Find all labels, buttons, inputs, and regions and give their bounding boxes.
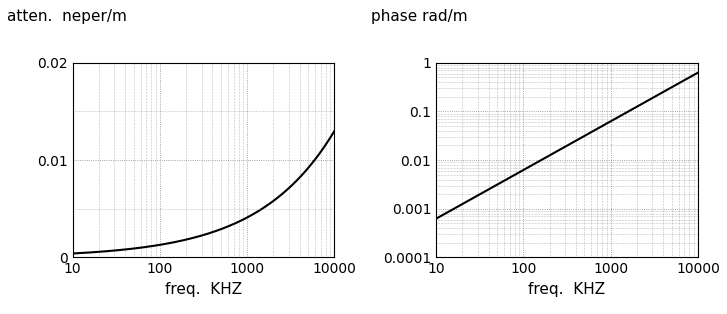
Text: phase rad/m: phase rad/m: [371, 9, 467, 24]
X-axis label: freq.  KHZ: freq. KHZ: [529, 282, 606, 297]
Text: atten.  neper/m: atten. neper/m: [7, 9, 127, 24]
X-axis label: freq.  KHZ: freq. KHZ: [165, 282, 242, 297]
